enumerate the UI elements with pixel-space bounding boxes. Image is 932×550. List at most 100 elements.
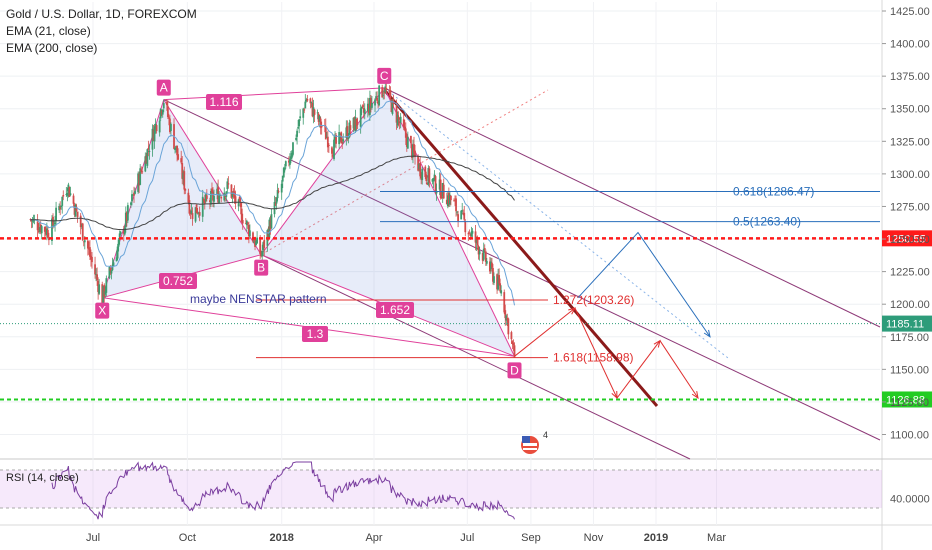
candle-body: [284, 161, 287, 167]
candle-body: [446, 195, 449, 207]
candle-body: [182, 172, 185, 180]
candle-body: [75, 206, 78, 212]
candle-body: [44, 229, 47, 235]
candle-body: [511, 341, 514, 344]
candle-body: [507, 318, 510, 335]
projection-red-2: [574, 307, 618, 399]
candle-body: [447, 193, 450, 204]
candle-body: [478, 251, 481, 255]
fib-levels: 0.618(1286.47) 0.5(1263.40) 1.272(1203.26)…: [256, 185, 880, 365]
ratio-label-bg: [302, 326, 328, 342]
candle-body: [249, 230, 251, 237]
candle-body: [503, 292, 506, 313]
candle-body: [428, 168, 431, 183]
time-axis[interactable]: Jul Oct 2018 Apr Jul Sep Nov 2019 Mar: [86, 532, 726, 544]
candle-body: [482, 248, 485, 260]
candle-body: [418, 163, 421, 170]
point-label-c-bg: [377, 67, 392, 84]
x-tick-label: 2019: [644, 532, 668, 544]
candle-body: [277, 191, 280, 193]
candle-body: [37, 230, 40, 232]
candle-body: [95, 274, 97, 276]
candle-body: [227, 183, 230, 185]
candle-body: [302, 108, 305, 118]
candle-body: [245, 220, 248, 226]
price-axis[interactable]: 1100.00 1125.00 1150.00 1175.00 1200.00 1225.…: [882, 6, 930, 442]
candle-body: [287, 160, 290, 163]
candle-body: [133, 192, 135, 196]
candle-body: [492, 267, 494, 282]
candle-body: [325, 137, 328, 138]
candle-body: [89, 247, 91, 257]
candle-body: [255, 241, 257, 245]
candle-body: [232, 190, 235, 194]
candle-body: [59, 206, 62, 210]
candle-body: [411, 144, 413, 159]
candle-body: [397, 116, 400, 120]
candle-body: [504, 310, 507, 319]
candle-body: [292, 142, 294, 155]
candle-body: [55, 207, 57, 221]
candle-body: [204, 194, 207, 202]
candle-body: [371, 102, 373, 108]
candle-body: [146, 149, 149, 166]
candle-body: [304, 101, 307, 109]
projection-red-1: [514, 307, 576, 357]
point-label-a-bg: [156, 79, 171, 96]
indicator-ema200[interactable]: EMA (200, close): [6, 41, 98, 55]
candle-body: [117, 239, 120, 247]
candle-body: [134, 191, 136, 194]
candle-body: [497, 276, 499, 290]
candle-body: [73, 204, 76, 215]
ema-lines: [30, 100, 515, 306]
news-flag-icon[interactable]: 4: [521, 430, 548, 454]
candle-body: [363, 109, 366, 115]
candle-body: [362, 108, 365, 113]
harmonic-pattern: [101, 87, 515, 357]
candle-body: [237, 199, 240, 207]
candle-body: [455, 198, 457, 212]
indicator-ema21[interactable]: EMA (21, close): [6, 24, 91, 38]
candle-body: [488, 261, 491, 272]
candle-body: [280, 183, 283, 193]
candle-body: [352, 117, 355, 129]
candle-body: [152, 129, 155, 141]
rsi-indicator-label[interactable]: RSI (14, close): [6, 472, 79, 484]
candle-body: [60, 205, 63, 207]
price-tag-bg: [882, 391, 932, 408]
candle-body: [48, 238, 50, 241]
price-tag-label: 1126.88: [886, 394, 925, 406]
candle-body: [198, 212, 201, 216]
candle-body: [174, 147, 176, 150]
candle-body: [298, 119, 301, 127]
symbol-title: Gold / U.S. Dollar, 1D, FOREXCOM: [6, 7, 197, 21]
candle-body: [356, 123, 359, 125]
candle-body: [385, 87, 388, 90]
candle-body: [162, 103, 165, 109]
candle-body: [402, 119, 405, 127]
candle-body: [474, 231, 477, 243]
candle-body: [388, 90, 391, 92]
candle-body: [187, 192, 190, 203]
fib-label: 1.618(1158.98): [553, 351, 634, 365]
candle-body: [138, 174, 141, 186]
candle-body: [196, 212, 199, 214]
candle-body: [434, 176, 437, 193]
candle-body: [170, 123, 172, 131]
candle-body: [339, 133, 342, 135]
candle-body: [311, 103, 314, 117]
y-tick-label: 1250.00: [890, 234, 930, 246]
candle-body: [111, 264, 114, 271]
candle-body: [180, 158, 183, 163]
candle-body: [461, 210, 464, 212]
candle-body: [355, 118, 358, 126]
candle-body: [404, 128, 407, 138]
projection-red-4-head: [691, 391, 699, 400]
ratio-label-bg: [206, 94, 243, 110]
candle-body: [102, 285, 105, 304]
fib-label: 0.5(1263.40): [733, 215, 801, 229]
horizontal-levels: 1250.55 1185.11 1126.88: [0, 230, 932, 408]
candle-body: [438, 179, 441, 190]
pattern-fill-bcd: [261, 87, 515, 357]
